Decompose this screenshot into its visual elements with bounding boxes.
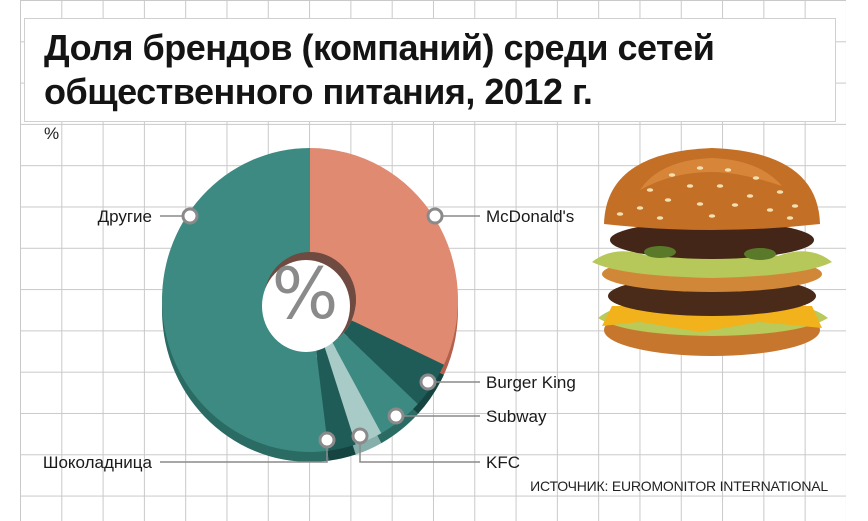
sesame-seed (716, 184, 724, 188)
burger-top-bun (604, 148, 820, 230)
donut-top-layer (162, 148, 458, 452)
sesame-seed (776, 190, 784, 194)
sesame-seed (664, 198, 672, 202)
slice-label-kfc: KFC (486, 453, 520, 472)
slice-label-subway: Subway (486, 407, 547, 426)
sesame-seed (752, 176, 760, 180)
sesame-seed (708, 214, 716, 218)
burger-icon (592, 148, 832, 356)
sesame-seed (686, 184, 694, 188)
source-note: ИСТОЧНИК: EUROMONITOR INTERNATIONAL (530, 478, 828, 494)
sesame-seed (786, 216, 794, 220)
donut-hole-face (262, 260, 350, 352)
sesame-seed (696, 166, 704, 170)
burger-pickle (644, 246, 676, 258)
pie-slice-mcdonalds (310, 148, 458, 365)
leader-line-kfc (359, 436, 480, 463)
title-box (24, 18, 836, 122)
slice-labels: McDonald's Burger King Subway KFC Шоколадниц… (43, 207, 576, 472)
unit-label: % (44, 124, 60, 143)
sesame-seed (668, 173, 676, 177)
pie-slice-shokoladnitsa (315, 345, 356, 451)
pie-slice-burger-king (343, 320, 444, 405)
slice-label-mcdonalds: McDonald's (486, 207, 574, 226)
sesame-seed (766, 208, 774, 212)
sesame-seed (636, 206, 644, 210)
leader-dot-kfc (351, 427, 369, 445)
sesame-seed (731, 203, 739, 207)
leader-dot-drugie (181, 207, 199, 225)
sesame-seed (696, 202, 704, 206)
pie-slice-kfc (324, 342, 382, 445)
leader-dot-subway (387, 407, 405, 425)
slice-label-drugie: Другие (98, 207, 152, 226)
sesame-seed (724, 168, 732, 172)
burger-top-bun-highlight (640, 158, 782, 190)
pie-slice-drugie (162, 148, 329, 452)
sesame-seed (646, 188, 654, 192)
donut-hole (262, 252, 356, 352)
chart-title: Доля брендов (компаний) среди сетей обще… (44, 27, 715, 112)
sesame-seed (746, 194, 754, 198)
sesame-seeds (616, 166, 799, 220)
sesame-seed (616, 212, 624, 216)
sesame-seed (791, 204, 799, 208)
sesame-seed (656, 216, 664, 220)
leader-lines (160, 207, 480, 463)
center-percent-symbol: % (272, 253, 339, 335)
leader-dot-shokoladnitsa (318, 431, 336, 449)
slice-label-shokoladnitsa: Шоколадница (43, 453, 153, 472)
burger-pickle (744, 248, 776, 260)
leader-dot-burger-king (419, 373, 437, 391)
slice-label-burger-king: Burger King (486, 373, 576, 392)
leader-dot-mcdonalds (426, 207, 444, 225)
